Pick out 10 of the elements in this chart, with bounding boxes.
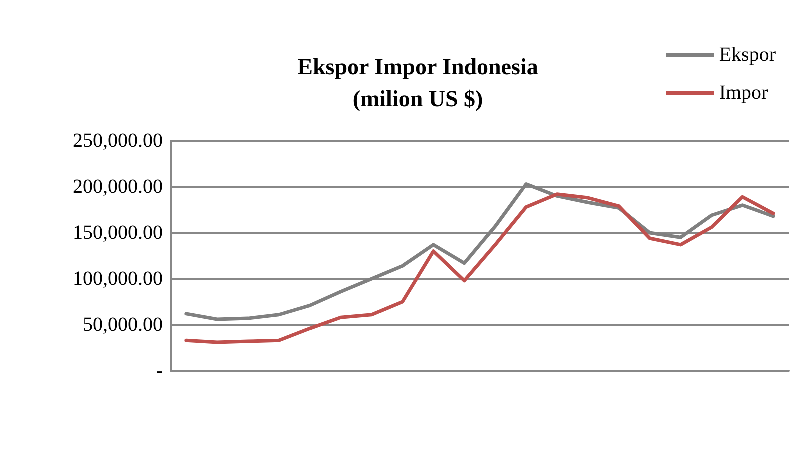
y-tick-label: 100,000.00 [73,268,163,290]
y-tick-label: - [156,360,163,382]
y-tick-label: 250,000.00 [73,130,163,152]
y-tick-label: 50,000.00 [83,314,163,336]
legend-label: Ekspor [719,44,776,66]
line-series [184,192,776,344]
y-tick-label: 150,000.00 [73,222,163,244]
y-tick-label: 200,000.00 [73,176,163,198]
chart-title: Ekspor Impor Indonesia (milion US $) [298,54,539,112]
legend-label: Impor [719,82,769,104]
